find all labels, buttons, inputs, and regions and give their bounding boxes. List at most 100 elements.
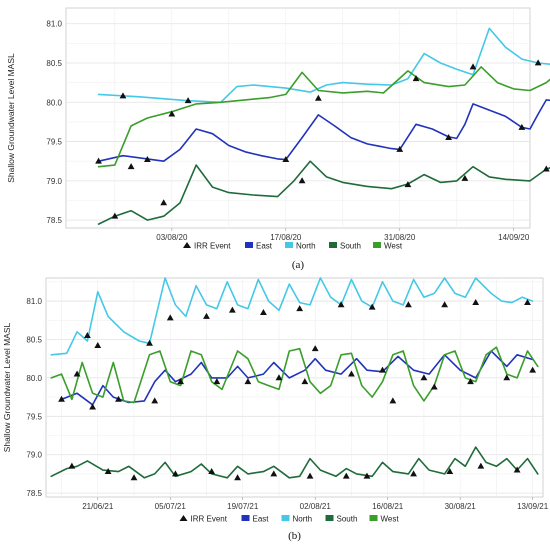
irr-event-marker <box>298 177 306 184</box>
irr-event-marker <box>260 308 267 315</box>
irr-event-marker <box>348 370 355 377</box>
series-line-south <box>50 446 539 479</box>
y-tick-label: 81.0 <box>46 20 62 29</box>
legend-marker-triangle <box>179 515 188 521</box>
irr-event-marker <box>58 395 65 402</box>
legend-swatch <box>325 515 334 521</box>
irr-event-marker <box>89 403 96 410</box>
irr-event-marker <box>111 212 119 219</box>
irr-event-marker <box>412 75 420 82</box>
chart-panel-1: 78.5 79.0 79.5 80.0 80.5 81.0 03/08/20 17/08/20… <box>6 7 550 271</box>
chart-panel-2: 78.5 79.0 79.5 80.0 80.5 81.0 21/06/21 05/07/21… <box>2 277 549 542</box>
irr-event-marker <box>228 306 236 313</box>
irr-event-marker <box>404 301 412 308</box>
irr-event-marker <box>469 63 477 70</box>
series-line-east <box>97 99 550 162</box>
y-tick-label: 80.0 <box>46 98 62 107</box>
irr-event-marker <box>311 345 319 352</box>
y-tick-label: 79.0 <box>46 177 62 186</box>
irr-event-marker <box>446 468 454 475</box>
legend-label: East <box>253 515 270 524</box>
irr-event-marker <box>503 374 511 381</box>
irr-event-marker <box>127 163 135 170</box>
legend-swatch <box>281 515 290 521</box>
irr-event-marker <box>146 339 153 346</box>
irr-event-marker <box>208 468 216 475</box>
x-tick-label: 14/09/20 <box>498 233 530 242</box>
series-line-north <box>50 277 534 356</box>
series-line-east <box>60 350 534 406</box>
irr-event-marker <box>301 378 309 385</box>
legend-label: IRR Event <box>194 242 231 251</box>
irr-event-marker <box>524 298 531 305</box>
legend-swatch <box>241 515 250 521</box>
legend: IRR Event East North South West <box>179 515 400 524</box>
x-tick-label: 13/09/21 <box>517 502 549 511</box>
series-line-west <box>97 66 550 168</box>
irr-event-marker <box>177 378 185 385</box>
irr-event-marker <box>203 312 210 319</box>
series-line-west <box>50 346 539 404</box>
irr-event-marker <box>379 366 386 373</box>
irr-event-marker <box>306 472 314 479</box>
x-tick-label: 03/08/20 <box>156 233 188 242</box>
y-tick-label: 80.5 <box>46 59 62 68</box>
x-tick-label: 05/07/21 <box>155 502 187 511</box>
legend-swatch <box>369 515 378 521</box>
y-tick-label: 81.0 <box>26 297 42 306</box>
irr-event-marker <box>363 472 371 479</box>
irr-event-marker <box>472 298 480 305</box>
irr-event-marker <box>445 134 452 141</box>
series-line-south <box>97 160 550 225</box>
irr-event-marker <box>73 370 81 377</box>
irr-event-marker <box>314 94 322 101</box>
legend-swatch <box>329 242 337 248</box>
irr-event-marker <box>115 395 122 402</box>
irr-event-marker <box>84 332 91 339</box>
y-axis-label: Shallow Groundwater Level MASL <box>2 323 12 453</box>
x-tick-label: 30/08/21 <box>445 502 477 511</box>
y-tick-label: 79.5 <box>26 412 42 421</box>
irr-event-marker <box>275 374 283 381</box>
legend-label: IRR Event <box>191 515 228 524</box>
irr-event-marker <box>282 156 290 163</box>
irr-event-marker <box>430 383 438 390</box>
legend-swatch <box>245 242 253 248</box>
y-tick-label: 78.5 <box>26 489 42 498</box>
y-tick-label: 78.5 <box>46 216 62 225</box>
legend-label: North <box>293 515 313 524</box>
legend-label: South <box>340 242 361 251</box>
legend-label: West <box>381 515 400 524</box>
irr-event-marker <box>534 59 542 66</box>
irr-event-marker <box>518 123 526 130</box>
irr-event-marker <box>68 462 76 469</box>
x-tick-label: 21/06/21 <box>82 502 114 511</box>
irr-event-marker <box>337 301 345 308</box>
y-tick-label: 79.0 <box>26 451 42 460</box>
y-tick-label: 80.5 <box>26 335 42 344</box>
x-tick-label: 02/08/21 <box>300 502 332 511</box>
legend: IRR Event East North South West <box>183 242 403 251</box>
irr-event-marker <box>477 462 485 469</box>
irr-event-marker <box>420 374 428 381</box>
irr-event-marker <box>410 470 417 477</box>
irr-event-marker <box>368 303 376 310</box>
irr-event-marker <box>234 474 241 481</box>
legend-label: West <box>384 242 403 251</box>
irr-event-marker <box>404 181 412 188</box>
x-tick-label: 31/08/20 <box>384 233 416 242</box>
panel-label: (b) <box>288 530 301 542</box>
irr-event-marker <box>396 145 404 152</box>
irr-event-marker <box>467 378 474 385</box>
x-tick-label: 19/07/21 <box>227 502 259 511</box>
irr-event-marker <box>270 470 278 477</box>
plot-area <box>65 7 531 229</box>
irr-event-marker <box>461 174 469 181</box>
y-tick-label: 79.5 <box>46 138 62 147</box>
irr-event-marker <box>296 305 304 312</box>
legend-label: East <box>256 242 273 251</box>
irr-event-marker <box>342 472 350 479</box>
irr-event-marker <box>144 156 151 163</box>
irr-event-marker <box>166 314 174 321</box>
irr-event-marker <box>529 366 537 373</box>
